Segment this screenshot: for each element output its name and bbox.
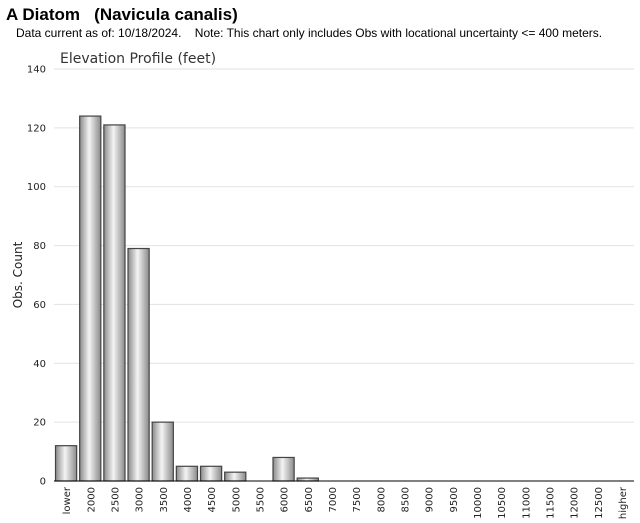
x-tick-label: 10000 [473, 487, 484, 519]
bar-5000 [224, 471, 247, 482]
x-tick-label: higher [618, 486, 629, 519]
chart-header: A Diatom (Navicula canalis) Data current… [6, 4, 640, 41]
y-tick-label: 80 [33, 241, 46, 252]
species-title: A Diatom (Navicula canalis) [6, 5, 238, 24]
y-tick-label: 100 [27, 182, 46, 193]
x-tick-label: lower [62, 486, 73, 514]
x-tick-label: 9000 [425, 487, 436, 512]
y-tick-label: 40 [33, 359, 46, 370]
x-tick-label: 12500 [594, 487, 605, 519]
x-tick-label: 12000 [570, 487, 581, 519]
x-tick-label: 2000 [86, 487, 97, 512]
x-tick-label: 7500 [352, 487, 363, 512]
x-tick-label: 8000 [376, 487, 387, 512]
bar-4500 [199, 465, 223, 482]
bar-6000 [272, 456, 295, 482]
x-tick-label: 6500 [304, 487, 315, 512]
bar-3500 [151, 421, 174, 482]
y-tick-label: 140 [27, 65, 46, 76]
gridlines [54, 68, 634, 423]
bars [54, 115, 319, 482]
x-tick-label: 9500 [449, 487, 460, 512]
y-tick-label: 60 [33, 300, 46, 311]
data-note: Data current as of: 10/18/2024. Note: Th… [16, 26, 603, 40]
y-tick-labels: 0 20 40 60 80 100 120 140 [27, 65, 46, 488]
x-tick-label: 11000 [521, 487, 532, 519]
x-tick-label: 6000 [280, 487, 291, 512]
bar-lower [54, 445, 78, 482]
y-tick-label: 0 [40, 477, 46, 488]
y-tick-label: 120 [27, 123, 46, 134]
chart-title: Elevation Profile (feet) [60, 51, 216, 67]
x-tick-label: 3500 [159, 487, 170, 512]
x-tick-label: 5000 [231, 487, 242, 512]
y-axis-label: Obs. Count [11, 241, 25, 308]
x-tick-label: 7000 [328, 487, 339, 512]
x-tick-label: 3000 [135, 487, 146, 512]
x-tick-label: 8500 [400, 487, 411, 512]
x-tick-labels: lower 2000 2500 3000 3500 4000 4500 5000 5500 600… [62, 486, 629, 519]
x-tick-label: 11500 [545, 487, 556, 519]
bar-2500 [103, 124, 126, 482]
x-tick-label: 2500 [110, 487, 121, 512]
x-tick-label: 4500 [207, 487, 218, 512]
bar-3000 [127, 247, 150, 482]
bar-4000 [175, 465, 199, 482]
x-tick-label: 4000 [183, 487, 194, 512]
x-tick-label: 5500 [255, 487, 266, 512]
y-tick-label: 20 [33, 418, 46, 429]
bar-2000 [79, 115, 102, 482]
x-tick-label: 10500 [497, 487, 508, 519]
